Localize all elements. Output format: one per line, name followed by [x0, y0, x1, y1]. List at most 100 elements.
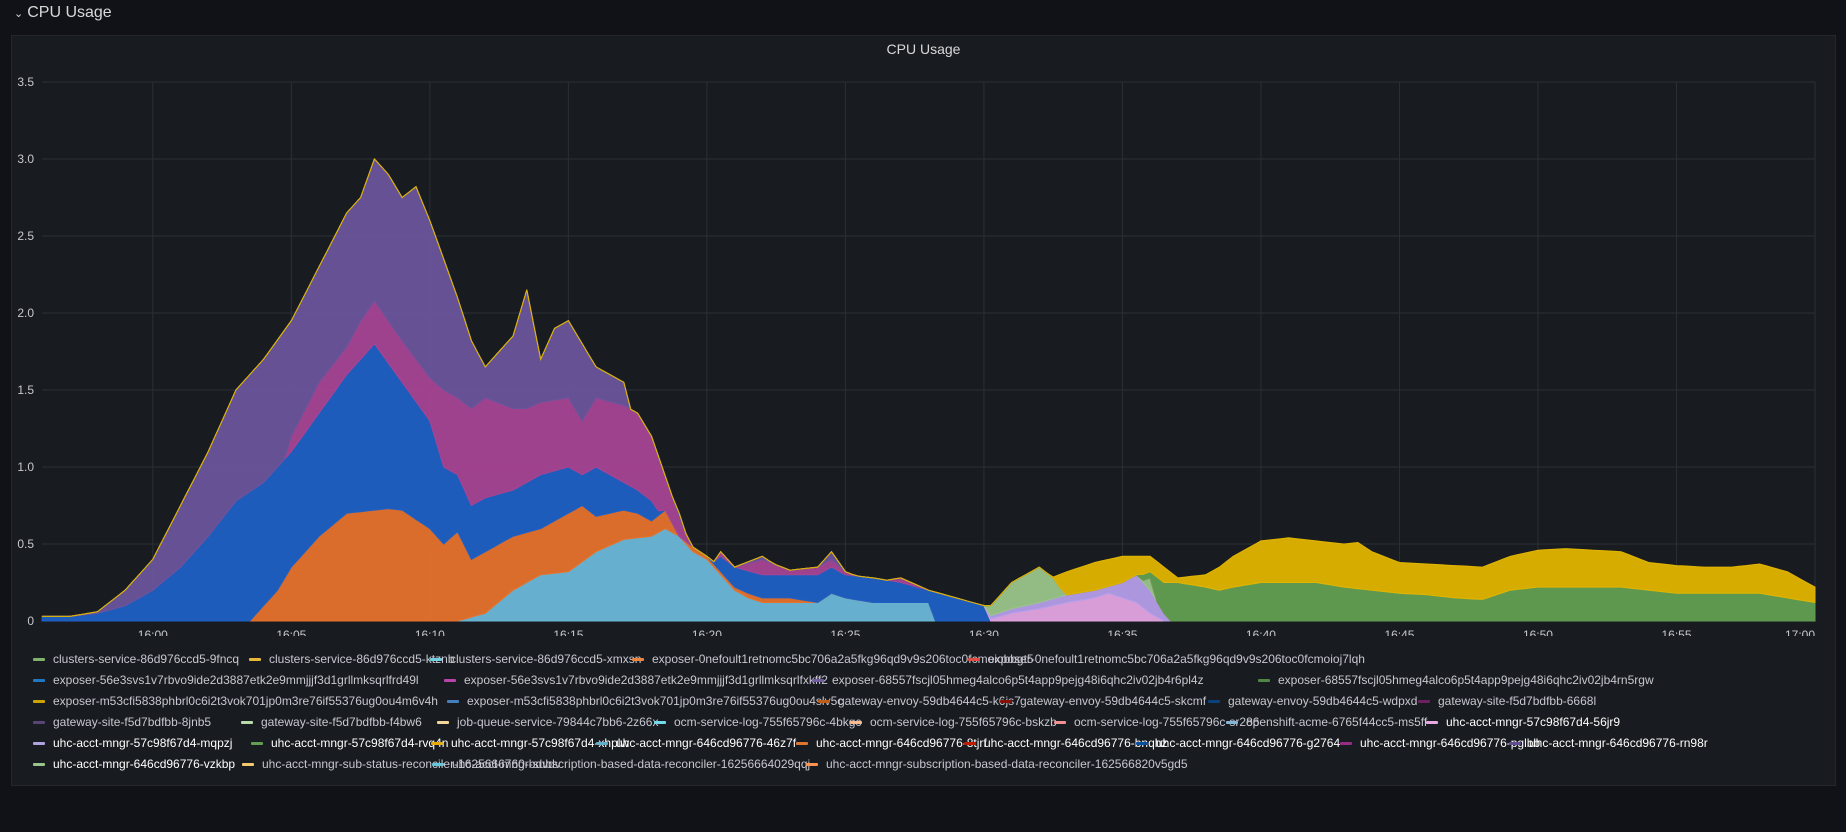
legend-label: gateway-site-f5d7bdfbb-6668l — [1438, 694, 1597, 708]
legend-item[interactable]: uhc-acct-mngr-646cd96776-rn98r — [1509, 736, 1708, 750]
legend-item[interactable]: uhc-acct-mngr-646cd96776-46z7f — [596, 736, 796, 750]
legend-item[interactable]: uhc-acct-mngr-57c98f67d4-rvq4n — [251, 736, 448, 750]
legend-swatch — [796, 741, 808, 745]
legend-item[interactable]: ocm-service-log-755f65796c-bskzb — [850, 715, 1057, 729]
legend-item[interactable]: gateway-envoy-59db4644c5-k6js7 — [818, 694, 1021, 708]
legend-swatch — [33, 657, 45, 661]
legend-label: openshift-acme-6765f44cc5-ms5ff — [1246, 715, 1428, 729]
legend-item[interactable]: gateway-site-f5d7bdfbb-8jnb5 — [33, 715, 211, 729]
legend-swatch — [33, 741, 45, 745]
legend-item[interactable]: uhc-acct-mngr-sub-status-reconciler-1625… — [242, 757, 561, 771]
legend-item[interactable]: clusters-service-86d976ccd5-9fncq — [33, 652, 239, 666]
legend-swatch — [251, 741, 263, 745]
row-header[interactable]: ⌄ CPU Usage — [14, 2, 112, 24]
legend-swatch — [249, 657, 261, 661]
legend-swatch — [1340, 741, 1352, 745]
cpu-usage-chart[interactable]: 0 0.5 1.0 1.5 2.0 2.5 3.0 3.5 16:00 16:05 16:10 16:… — [12, 36, 1835, 636]
legend-label: gateway-envoy-59db4644c5-skcmf — [1020, 694, 1207, 708]
chart-legend: clusters-service-86d976ccd5-9fncq cluster… — [33, 652, 1833, 832]
legend-item[interactable]: uhc-acct-mngr-57c98f67d4-mqpzj — [33, 736, 232, 750]
legend-swatch — [1426, 720, 1438, 724]
legend-item[interactable]: exposer-56e3svs1v7rbvo9ide2d3887etk2e9mm… — [444, 673, 828, 687]
legend-swatch — [1054, 720, 1066, 724]
x-tick-label: 16:55 — [1661, 628, 1691, 636]
legend-label: clusters-service-86d976ccd5-9fncq — [53, 652, 240, 666]
x-tick-label: 16:15 — [553, 628, 583, 636]
y-tick-label: 3.0 — [17, 152, 34, 166]
y-tick-label: 2.0 — [17, 306, 34, 320]
legend-item[interactable]: exposer-68557fscjl05hmeg4alco6p5t4app9pe… — [1258, 673, 1654, 687]
x-tick-label: 16:10 — [415, 628, 445, 636]
legend-label: uhc-acct-mngr-subscription-based-data-re… — [452, 757, 811, 771]
legend-item[interactable]: clusters-service-86d976ccd5-xmxsn — [430, 652, 641, 666]
legend-item[interactable]: exposer-m53cfi5838phbrl0c6i2t3vok701jp0m… — [33, 694, 438, 708]
legend-swatch — [447, 699, 459, 703]
legend-swatch — [33, 720, 45, 724]
legend-label: uhc-acct-mngr-646cd96776-vzkbp — [53, 757, 236, 771]
legend-label: uhc-acct-mngr-57c98f67d4-rvq4n — [271, 736, 449, 750]
legend-item[interactable]: uhc-acct-mngr-646cd96776-g2764 — [1136, 736, 1340, 750]
legend-label: ocm-service-log-755f65796c-sr286 — [1074, 715, 1260, 729]
legend-swatch — [33, 762, 45, 766]
legend-swatch — [964, 741, 976, 745]
panel-title[interactable]: CPU Usage — [886, 41, 961, 57]
legend-label: clusters-service-86d976ccd5-ktznb — [269, 652, 455, 666]
legend-item[interactable]: uhc-acct-mngr-646cd96776-8tjrf — [796, 736, 987, 750]
legend-item[interactable]: gateway-site-f5d7bdfbb-6668l — [1418, 694, 1596, 708]
legend-item[interactable]: uhc-acct-mngr-646cd96776-vzkbp — [33, 757, 235, 771]
legend-item[interactable]: openshift-acme-6765f44cc5-ms5ff — [1226, 715, 1427, 729]
y-tick-label: 3.5 — [17, 75, 34, 89]
x-tick-label: 17:00 — [1785, 628, 1815, 636]
legend-swatch — [1208, 699, 1220, 703]
x-tick-label: 16:05 — [276, 628, 306, 636]
legend-swatch — [437, 720, 449, 724]
legend-swatch — [654, 720, 666, 724]
legend-label: gateway-site-f5d7bdfbb-f4bw6 — [261, 715, 422, 729]
legend-swatch — [33, 699, 45, 703]
chevron-down-icon[interactable]: ⌄ — [14, 7, 24, 20]
legend-label: gateway-site-f5d7bdfbb-8jnb5 — [53, 715, 212, 729]
legend-swatch — [432, 762, 444, 766]
legend-label: exposer-68557fscjl05hmeg4alco6p5t4app9pe… — [832, 673, 1204, 687]
legend-item[interactable]: gateway-site-f5d7bdfbb-f4bw6 — [241, 715, 422, 729]
legend-swatch — [1258, 678, 1270, 682]
legend-swatch — [632, 657, 644, 661]
legend-item[interactable]: job-queue-service-79844c7bb6-2z66x — [437, 715, 658, 729]
legend-swatch — [1136, 741, 1148, 745]
legend-item[interactable]: exposer-0nefoult1retnomc5bc706a2a5fkg96q… — [968, 652, 1365, 666]
legend-label: clusters-service-86d976ccd5-xmxsn — [450, 652, 642, 666]
y-tick-label: 0.5 — [17, 537, 34, 551]
legend-item[interactable]: gateway-envoy-59db4644c5-wdpxd — [1208, 694, 1417, 708]
legend-item[interactable]: exposer-68557fscjl05hmeg4alco6p5t4app9pe… — [812, 673, 1204, 687]
legend-swatch — [1226, 720, 1238, 724]
legend-label: uhc-acct-mngr-646cd96776-pglbb — [1360, 736, 1541, 750]
x-tick-label: 16:40 — [1246, 628, 1276, 636]
legend-item[interactable]: gateway-envoy-59db4644c5-skcmf — [1000, 694, 1206, 708]
y-tick-label: 0 — [27, 614, 34, 628]
legend-item[interactable]: clusters-service-86d976ccd5-ktznb — [249, 652, 454, 666]
y-tick-label: 1.5 — [17, 383, 34, 397]
legend-item[interactable]: uhc-acct-mngr-subscription-based-data-re… — [432, 757, 810, 771]
legend-item[interactable]: exposer-0nefoult1retnomc5bc706a2a5fkg96q… — [632, 652, 1034, 666]
legend-item[interactable]: uhc-acct-mngr-57c98f67d4-56jr9 — [1426, 715, 1620, 729]
legend-swatch — [850, 720, 862, 724]
legend-item[interactable]: ocm-service-log-755f65796c-sr286 — [1054, 715, 1259, 729]
legend-swatch — [968, 657, 980, 661]
legend-label: ocm-service-log-755f65796c-bskzb — [870, 715, 1057, 729]
legend-item[interactable]: uhc-acct-mngr-57c98f67d4-xhplw — [431, 736, 629, 750]
legend-item[interactable]: uhc-acct-mngr-646cd96776-bnqhz — [964, 736, 1167, 750]
cpu-usage-panel: CPU Usage 0 0.5 1.0 1.5 2.0 2.5 3.0 3.5 16:00 16:… — [11, 35, 1836, 786]
legend-swatch — [1000, 699, 1012, 703]
legend-swatch — [431, 741, 443, 745]
legend-item[interactable]: exposer-56e3svs1v7rbvo9ide2d3887etk2e9mm… — [33, 673, 419, 687]
legend-label: uhc-acct-mngr-57c98f67d4-56jr9 — [1446, 715, 1621, 729]
legend-label: gateway-envoy-59db4644c5-wdpxd — [1228, 694, 1418, 708]
x-tick-label: 16:45 — [1384, 628, 1414, 636]
legend-item[interactable]: uhc-acct-mngr-646cd96776-pglbb — [1340, 736, 1540, 750]
legend-label: uhc-acct-mngr-sub-status-reconciler-1625… — [262, 757, 561, 771]
legend-item[interactable]: ocm-service-log-755f65796c-4bkgc — [654, 715, 861, 729]
x-tick-label: 16:25 — [830, 628, 860, 636]
legend-item[interactable]: uhc-acct-mngr-subscription-based-data-re… — [806, 757, 1188, 771]
legend-swatch — [806, 762, 818, 766]
legend-item[interactable]: exposer-m53cfi5838phbrl0c6i2t3vok701jp0m… — [447, 694, 843, 708]
